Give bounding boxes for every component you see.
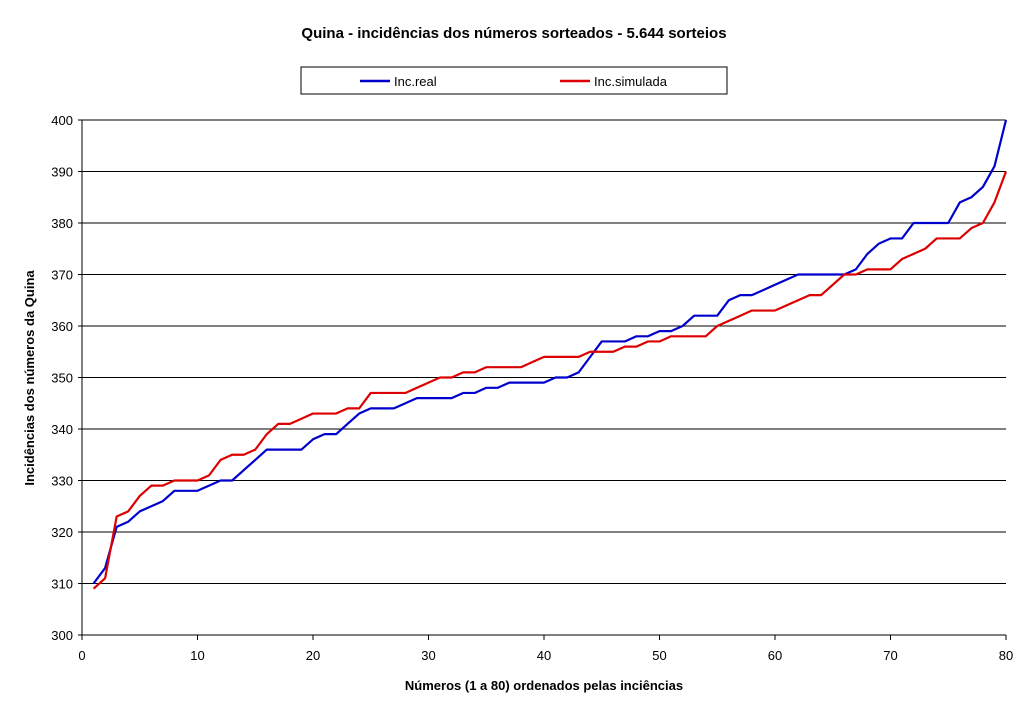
x-tick-label: 20	[306, 648, 320, 663]
y-axis-label: Incidências dos números da Quina	[22, 270, 37, 486]
x-tick-marks	[81, 635, 1007, 640]
x-tick-label: 60	[768, 648, 782, 663]
y-tick-label: 310	[51, 577, 73, 592]
y-tick-label: 330	[51, 474, 73, 489]
legend-label-simulada: Inc.simulada	[594, 74, 668, 89]
x-tick-label: 70	[883, 648, 897, 663]
legend-label-real: Inc.real	[394, 74, 437, 89]
y-tick-labels: 300 310 320 330 340 350 360 370 380 390 400	[51, 113, 82, 643]
y-tick-label: 390	[51, 165, 73, 180]
x-tick-label: 10	[190, 648, 204, 663]
x-tick-labels: 0 10 20 30 40 50 60 70 80	[78, 648, 1013, 663]
x-tick-label: 50	[652, 648, 666, 663]
x-tick-label: 0	[78, 648, 85, 663]
y-tick-label: 320	[51, 525, 73, 540]
chart-title: Quina - incidências dos números sorteado…	[301, 25, 726, 42]
y-tick-label: 340	[51, 422, 73, 437]
y-tick-label: 400	[51, 113, 73, 128]
x-tick-label: 80	[999, 648, 1013, 663]
series-line-inc-real	[92, 119, 1008, 585]
x-tick-label: 40	[537, 648, 551, 663]
x-tick-label: 30	[421, 648, 435, 663]
series-line-inc-simulada	[92, 171, 1008, 590]
series-lines	[92, 119, 1008, 590]
y-tick-label: 370	[51, 268, 73, 283]
gridlines	[82, 119, 1006, 584]
y-tick-label: 380	[51, 216, 73, 231]
y-tick-label: 360	[51, 319, 73, 334]
legend: Inc.real Inc.simulada	[300, 66, 728, 95]
y-tick-label: 350	[51, 371, 73, 386]
y-tick-label: 300	[51, 628, 73, 643]
x-axis-label: Números (1 a 80) ordenados pelas inciênc…	[405, 678, 683, 693]
